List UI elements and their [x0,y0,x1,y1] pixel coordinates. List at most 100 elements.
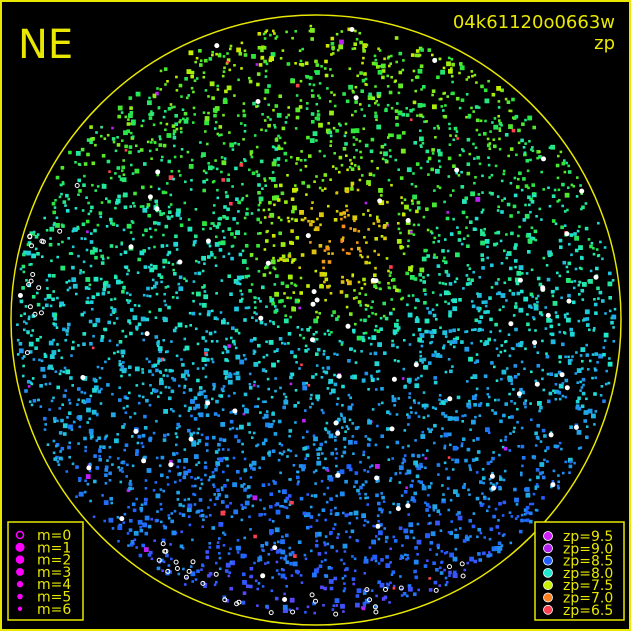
data-point [480,228,483,232]
data-point [567,361,572,365]
data-point [491,456,495,461]
data-point [258,466,261,470]
data-point [440,550,444,553]
data-point [222,544,226,547]
data-point [597,254,601,257]
data-point [280,242,286,247]
data-point [212,485,216,488]
data-point [208,476,212,479]
data-point [48,364,53,370]
data-point [78,477,82,481]
data-point [581,391,586,396]
data-point [52,396,55,400]
data-point [126,463,129,467]
data-point [84,237,87,241]
data-point [60,265,66,271]
data-point [398,585,404,591]
data-point [26,243,30,247]
data-point [49,304,53,308]
data-point [85,277,91,282]
data-point [320,65,323,68]
data-point [356,539,360,543]
data-point [541,475,546,480]
data-point [406,413,409,416]
data-point [376,94,381,99]
data-point [481,300,486,305]
data-point [379,582,385,588]
data-point [183,384,187,388]
data-point [412,499,417,503]
data-point [384,159,388,162]
data-point [338,122,341,126]
data-point [283,399,289,405]
data-point [536,475,540,480]
data-point [504,133,509,137]
data-point [498,137,501,141]
data-point [569,331,575,337]
data-point [584,226,589,231]
data-point [160,159,163,162]
data-point [296,470,300,474]
data-point [170,557,173,561]
data-point [447,56,451,60]
data-point [447,508,451,512]
data-point [104,473,108,477]
data-point [263,438,268,442]
data-point [348,535,352,539]
data-point [424,457,428,460]
data-point [468,281,472,286]
data-point [473,361,477,364]
data-point [468,399,471,403]
data-point [150,391,153,395]
data-point [148,227,152,230]
data-point [523,401,527,406]
data-point [380,194,383,197]
data-point [204,89,208,92]
data-point [226,60,229,64]
data-point [183,111,188,116]
data-point [131,464,135,468]
data-point [153,389,158,393]
data-point [247,485,251,489]
data-point [351,422,354,425]
data-point [65,470,69,473]
data-point [317,456,320,460]
data-point [259,300,262,303]
data-point [328,240,331,243]
data-point [117,539,120,543]
data-point [224,494,229,499]
data-point [403,454,407,457]
data-point [38,358,41,362]
data-point [288,608,292,612]
data-point [327,204,330,208]
data-point [574,267,578,271]
data-point [128,299,132,303]
data-point [139,205,143,208]
data-point [559,150,563,154]
data-point [554,311,558,314]
data-point [290,241,294,245]
data-point [232,456,236,460]
data-point [510,415,514,419]
data-point [201,269,205,273]
data-point [385,563,391,568]
data-point [454,547,458,551]
data-point [448,292,451,295]
data-point [503,281,507,285]
data-point [481,174,484,178]
data-point [348,165,352,169]
data-point [100,134,103,138]
data-point [23,250,27,255]
data-point [175,248,179,251]
data-point [353,47,357,50]
data-point [147,100,152,106]
data-point [101,494,104,497]
data-point [282,450,286,453]
data-point [373,351,378,356]
data-point [511,292,516,296]
data-point [497,205,500,209]
data-point [242,591,247,595]
data-point [353,95,359,101]
data-point [199,302,202,306]
data-point [314,543,319,548]
